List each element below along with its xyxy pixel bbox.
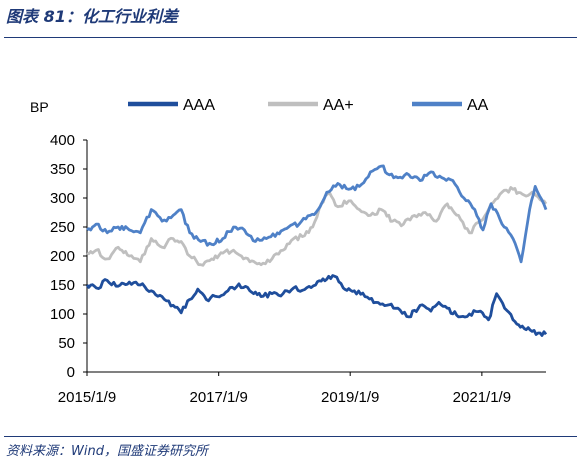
legend-label-aa: AA bbox=[467, 97, 489, 114]
y-tick-label: 0 bbox=[67, 364, 75, 381]
figure-title: 图表 81：化工行业利差 bbox=[6, 7, 178, 26]
legend-label-aa-plus: AA+ bbox=[323, 97, 354, 114]
chart-axes: 0 50 100 150 200 250 300 350 400 2015/1/9 2017/1/9… bbox=[50, 132, 546, 406]
y-axis-label: BP bbox=[30, 99, 49, 115]
x-tick-label: 2021/1/9 bbox=[453, 389, 511, 406]
y-tick-label: 150 bbox=[50, 277, 75, 294]
y-tick-label: 300 bbox=[50, 190, 75, 207]
title-rule bbox=[4, 37, 577, 38]
series-line-aaa bbox=[85, 274, 548, 337]
series-line-aa-plus bbox=[86, 186, 548, 267]
y-tick-label: 250 bbox=[50, 219, 75, 236]
x-tick-label: 2015/1/9 bbox=[58, 389, 116, 406]
y-tick-label: 50 bbox=[58, 335, 75, 352]
y-tick-label: 200 bbox=[50, 248, 75, 265]
source-rule bbox=[4, 436, 577, 437]
chart-series-lines bbox=[85, 164, 548, 337]
series-line-aa bbox=[86, 164, 548, 264]
y-tick-label: 350 bbox=[50, 161, 75, 178]
chart-legend: AAA AA+ AA bbox=[128, 97, 489, 114]
source-note: 资料来源：Wind，国盛证券研究所 bbox=[6, 444, 208, 459]
x-tick-label: 2019/1/9 bbox=[321, 389, 379, 406]
line-chart: 0 50 100 150 200 250 300 350 400 2015/1/9 2017/1/9… bbox=[30, 97, 548, 406]
y-tick-label: 100 bbox=[50, 306, 75, 323]
x-tick-label: 2017/1/9 bbox=[189, 389, 247, 406]
y-tick-label: 400 bbox=[50, 132, 75, 149]
legend-label-aaa: AAA bbox=[183, 97, 215, 114]
